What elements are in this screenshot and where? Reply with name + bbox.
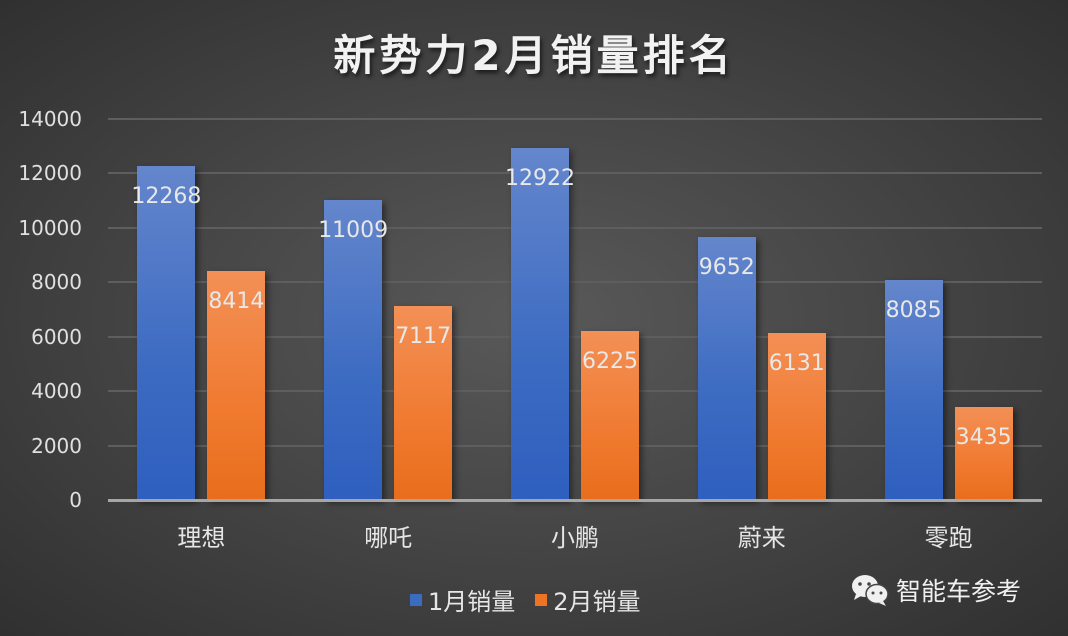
data-label: 12268 bbox=[131, 184, 202, 210]
bar-jan bbox=[697, 237, 756, 500]
bar-jan bbox=[137, 166, 196, 500]
data-label: 6225 bbox=[582, 348, 638, 374]
y-tick-label: 8000 bbox=[31, 270, 82, 295]
gridline bbox=[108, 444, 1042, 447]
x-tick-label: 蔚来 bbox=[737, 524, 786, 552]
watermark: 智能车参考 bbox=[850, 572, 1021, 608]
gridline bbox=[108, 226, 1042, 229]
legend-swatch-jan bbox=[410, 593, 422, 606]
y-tick-label: 12000 bbox=[18, 161, 82, 186]
data-label: 12922 bbox=[505, 166, 575, 192]
bar-feb bbox=[207, 271, 266, 500]
wechat-icon bbox=[852, 575, 889, 606]
x-tick-label: 理想 bbox=[177, 524, 226, 552]
legend: 1月销量 2月销量 bbox=[410, 582, 661, 617]
data-label: 11009 bbox=[318, 218, 389, 244]
gridline bbox=[108, 118, 1042, 120]
gridline bbox=[108, 335, 1042, 338]
legend-swatch-feb bbox=[535, 593, 548, 606]
data-label: 9652 bbox=[698, 255, 755, 281]
gridline bbox=[108, 390, 1042, 393]
bar-feb bbox=[581, 330, 639, 500]
y-tick-label: 4000 bbox=[31, 379, 82, 404]
data-label: 8085 bbox=[885, 297, 942, 323]
y-tick-label: 14000 bbox=[18, 107, 82, 131]
bar-jan bbox=[324, 200, 383, 500]
y-tick-label: 0 bbox=[69, 488, 82, 512]
bar-feb bbox=[394, 306, 453, 500]
data-label: 6131 bbox=[768, 351, 825, 377]
bar-feb bbox=[954, 406, 1013, 500]
x-tick-label: 小鹏 bbox=[551, 524, 599, 552]
bar-jan bbox=[511, 148, 569, 500]
x-tick-label: 哪吒 bbox=[364, 524, 413, 552]
y-tick-label: 10000 bbox=[18, 215, 82, 240]
legend-item-jan: 1月销量 bbox=[410, 582, 515, 617]
bar-feb bbox=[767, 333, 826, 500]
x-axis-line bbox=[108, 499, 1042, 502]
gridline bbox=[108, 172, 1042, 175]
gridline bbox=[108, 281, 1042, 284]
legend-label-jan: 1月销量 bbox=[428, 588, 516, 616]
bar-jan bbox=[884, 279, 943, 500]
y-tick-label: 2000 bbox=[31, 433, 82, 458]
legend-label-feb: 2月销量 bbox=[553, 588, 641, 616]
data-label: 8414 bbox=[208, 289, 265, 315]
data-label: 3435 bbox=[955, 424, 1012, 450]
data-label: 7117 bbox=[395, 324, 452, 350]
y-tick-label: 6000 bbox=[31, 324, 82, 349]
legend-item-feb: 2月销量 bbox=[535, 582, 641, 617]
chart-title: 新势力2月销量排名 bbox=[333, 31, 735, 80]
x-tick-label: 零跑 bbox=[924, 524, 973, 552]
watermark-text: 智能车参考 bbox=[896, 577, 1022, 606]
